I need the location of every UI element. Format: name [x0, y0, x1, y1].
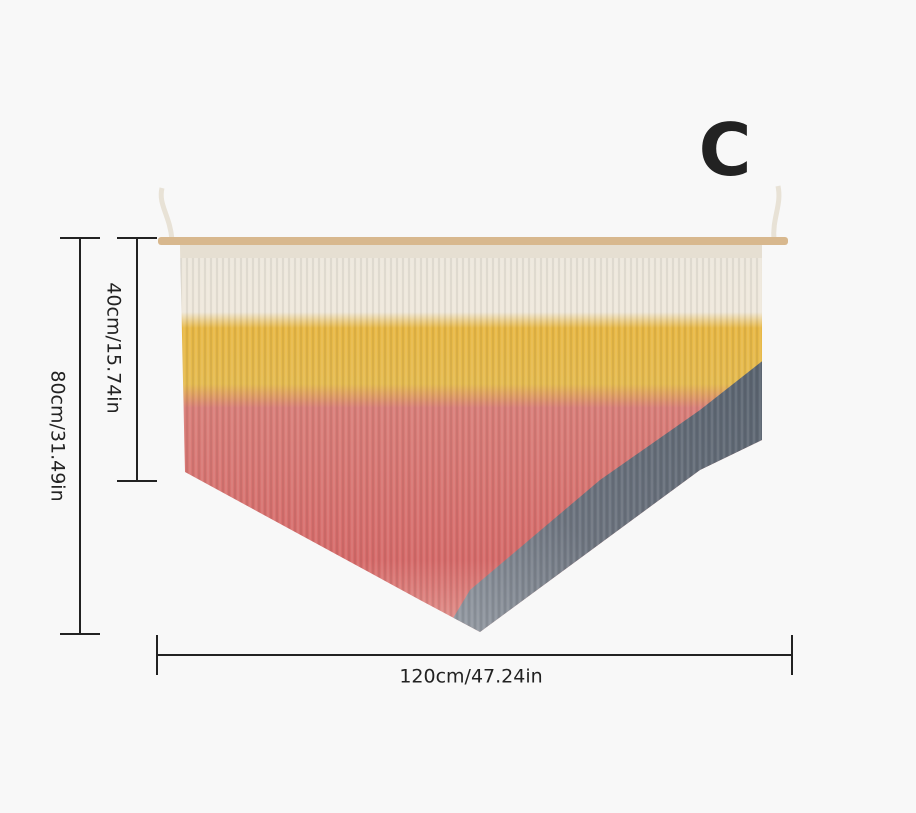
width-label: 120cm/47.24in [399, 666, 542, 688]
rope-loop [771, 185, 782, 241]
total-length-label: 80cm/31.49in [47, 370, 69, 501]
dowel [158, 237, 788, 245]
rope-loop [158, 187, 175, 241]
dimension-lines [60, 237, 793, 675]
fringe-length-label: 40cm/15.74in [103, 282, 125, 413]
wall-hanging [180, 245, 762, 632]
variant-label: C [699, 108, 752, 192]
